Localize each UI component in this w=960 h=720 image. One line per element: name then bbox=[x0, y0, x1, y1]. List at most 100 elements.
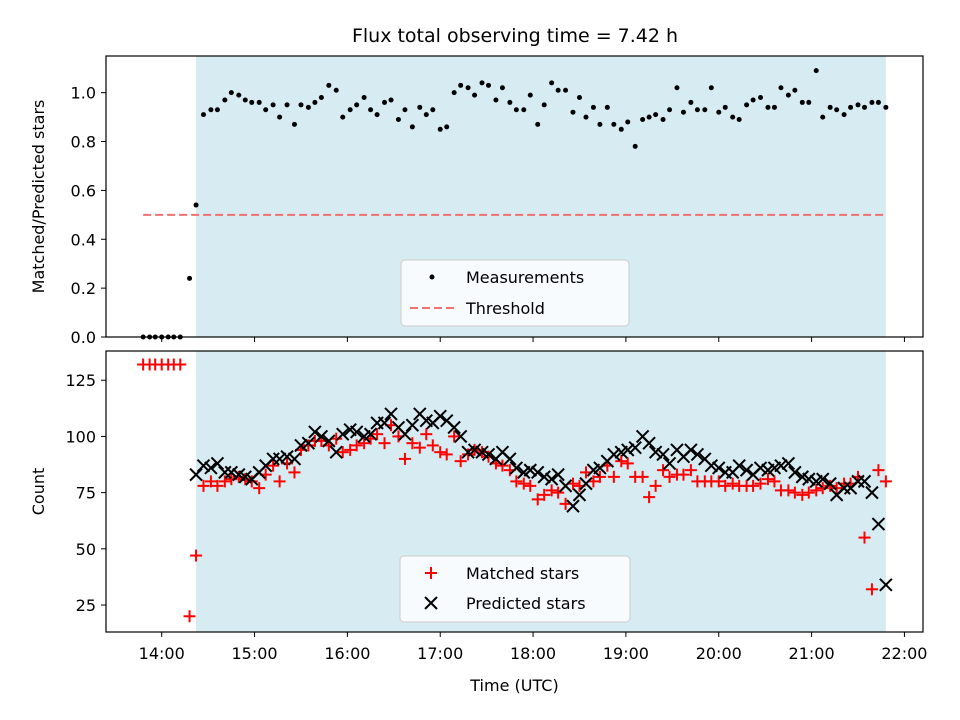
matched-stars-point bbox=[462, 448, 475, 461]
measurement-point bbox=[680, 109, 686, 115]
measurement-point bbox=[590, 104, 596, 110]
measurement-point bbox=[862, 104, 868, 110]
measurement-point bbox=[291, 121, 297, 127]
x-tick-label: 22:00 bbox=[881, 644, 927, 663]
matched-stars-point bbox=[782, 484, 795, 497]
measurement-point bbox=[694, 107, 700, 113]
matched-stars-point bbox=[510, 475, 523, 488]
measurement-point bbox=[493, 97, 499, 103]
matched-stars-point bbox=[371, 428, 384, 441]
matched-stars-point bbox=[524, 479, 537, 492]
measurement-point bbox=[270, 102, 276, 108]
matched-stars-point bbox=[593, 470, 606, 483]
predicted-stars-legend-marker bbox=[424, 596, 438, 610]
measurement-point bbox=[765, 104, 771, 110]
measurement-point bbox=[640, 117, 646, 123]
measurement-point bbox=[535, 121, 541, 127]
matched-stars-point bbox=[663, 470, 676, 483]
measurement-point bbox=[799, 99, 805, 105]
predicted-stars-point bbox=[704, 458, 719, 473]
x-tick-label: 18:00 bbox=[510, 644, 556, 663]
matched-stars-point bbox=[413, 441, 426, 454]
measurement-point bbox=[521, 107, 527, 113]
predicted-stars-point bbox=[823, 476, 837, 491]
predicted-stars-point bbox=[558, 479, 573, 493]
predicted-stars-point bbox=[189, 467, 203, 482]
predicted-stars-point bbox=[523, 463, 537, 477]
measurement-point bbox=[625, 119, 631, 125]
predicted-stars-point bbox=[453, 429, 468, 444]
matched-stars-point bbox=[358, 437, 371, 450]
matched-stars-point bbox=[761, 473, 774, 486]
matched-stars-point bbox=[420, 428, 433, 441]
predicted-stars-point bbox=[481, 447, 496, 462]
predicted-stars-point bbox=[684, 443, 698, 457]
matched-stars-point bbox=[336, 446, 349, 459]
matched-stars-point bbox=[712, 475, 725, 488]
measurement-point bbox=[583, 114, 589, 120]
measurement-point bbox=[667, 107, 673, 113]
predicted-stars-point bbox=[802, 472, 816, 486]
matched-stars-point bbox=[190, 549, 203, 562]
measurement-point bbox=[417, 104, 423, 110]
measurement-point bbox=[507, 99, 513, 105]
predicted-stars-point bbox=[301, 436, 316, 450]
measurement-point bbox=[298, 102, 304, 108]
y-tick-label: 0.4 bbox=[71, 230, 96, 249]
matched-stars-point bbox=[802, 486, 815, 499]
y-tick-label: 0.8 bbox=[71, 133, 96, 152]
matched-stars-point bbox=[517, 477, 530, 490]
matched-stars-point bbox=[448, 430, 461, 443]
measurement-point bbox=[354, 102, 360, 108]
measurement-point bbox=[444, 124, 450, 130]
measurement-point bbox=[702, 107, 708, 113]
predicted-stars-point bbox=[781, 456, 796, 471]
predicted-stars-point bbox=[544, 472, 559, 486]
matched-stars-point bbox=[830, 482, 843, 495]
predicted-stars-point bbox=[621, 443, 635, 457]
matched-stars-point bbox=[434, 446, 447, 459]
measurement-point bbox=[256, 99, 262, 105]
predicted-stars-point bbox=[224, 465, 239, 480]
matched-stars-point bbox=[245, 475, 258, 488]
measurement-point bbox=[708, 85, 714, 91]
y-tick-label: 0.0 bbox=[71, 328, 96, 347]
predicted-stars-point bbox=[572, 488, 587, 502]
predicted-stars-point bbox=[509, 461, 524, 475]
matched-stars-point bbox=[677, 468, 690, 481]
y-tick-label: 0.6 bbox=[71, 181, 96, 200]
measurement-point bbox=[277, 114, 283, 120]
predicted-stars-point bbox=[272, 452, 287, 466]
matched-stars-point bbox=[273, 475, 286, 488]
matched-stars-point bbox=[288, 466, 301, 479]
measurements-legend-marker bbox=[429, 274, 435, 280]
matched-stars-point bbox=[545, 484, 558, 497]
measurement-point bbox=[855, 102, 861, 108]
predicted-stars-point bbox=[218, 465, 232, 480]
measurement-point bbox=[347, 107, 353, 113]
predicted-stars-point bbox=[384, 407, 398, 421]
predicted-stars-point bbox=[551, 467, 565, 482]
x-tick-label: 21:00 bbox=[789, 644, 835, 663]
measurement-point bbox=[806, 99, 812, 105]
predicted-stars-point bbox=[690, 447, 705, 462]
ratio-y-axis-label: Matched/Predicted stars bbox=[29, 100, 48, 294]
matched-stars-point bbox=[636, 470, 649, 483]
ratio-plot-panel: 0.0 0.2 0.4 0.6 0.8 1.0 Matched/Predicted sta… bbox=[29, 55, 924, 347]
matched-stars-point bbox=[719, 479, 732, 492]
predicted-stars-point bbox=[642, 436, 656, 450]
measurement-point bbox=[834, 107, 840, 113]
matched-stars-point bbox=[615, 455, 628, 468]
measurement-point bbox=[570, 109, 576, 115]
x-tick-label: 20:00 bbox=[696, 644, 742, 663]
measurement-point bbox=[716, 109, 722, 115]
x-tick-label: 15:00 bbox=[231, 644, 277, 663]
predicted-stars-point bbox=[871, 517, 886, 531]
predicted-stars-point bbox=[467, 443, 482, 457]
matched-stars-point bbox=[183, 610, 196, 623]
predicted-stars-point bbox=[531, 465, 545, 480]
predicted-stars-point bbox=[648, 445, 663, 459]
measurement-point bbox=[395, 117, 401, 123]
measurement-point bbox=[541, 102, 547, 108]
